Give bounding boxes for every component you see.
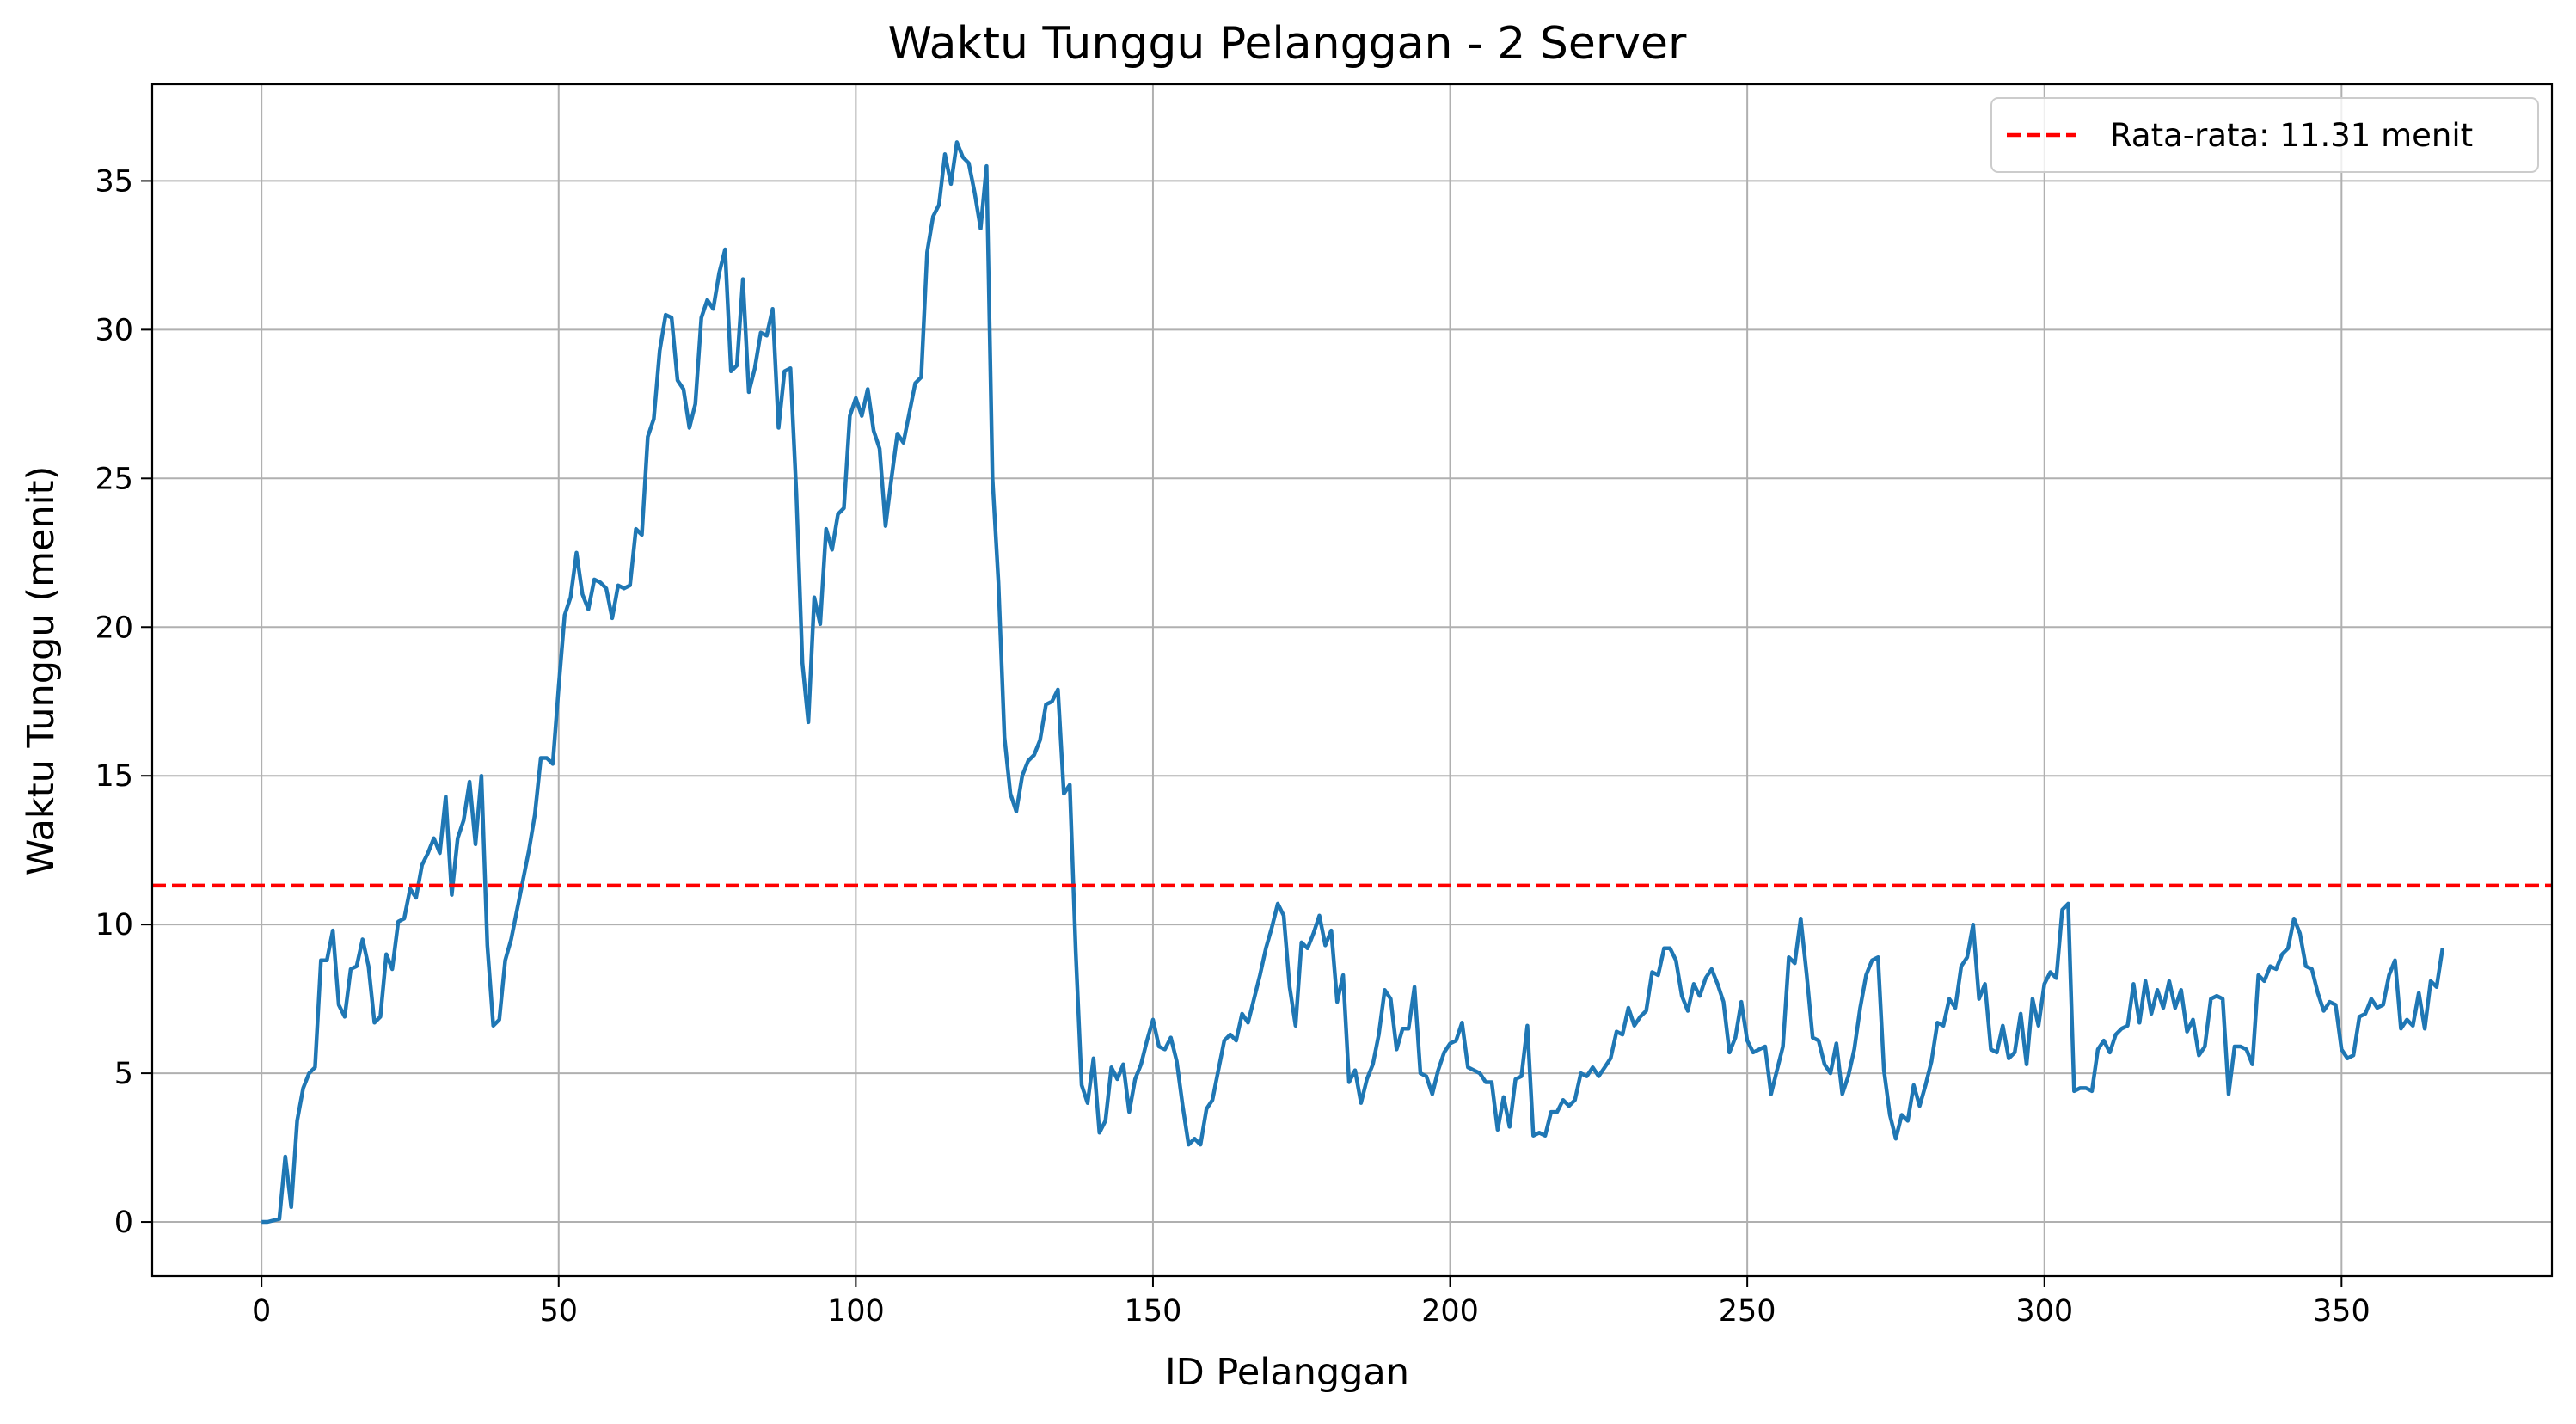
y-tick-label: 0 bbox=[114, 1206, 133, 1240]
y-tick-label: 30 bbox=[95, 313, 133, 347]
y-axis: 0 5 10 15 20 25 30 35 bbox=[95, 164, 152, 1240]
x-axis-label: ID Pelanggan bbox=[1165, 1351, 1409, 1394]
chart-title: Waktu Tunggu Pelanggan - 2 Server bbox=[888, 18, 1687, 70]
legend-box bbox=[1990, 97, 2539, 173]
legend: Rata-rata: 11.31 menit bbox=[1990, 97, 2539, 173]
x-tick-label: 300 bbox=[2015, 1294, 2073, 1329]
grid-lines bbox=[152, 84, 2552, 1276]
y-tick-label: 10 bbox=[95, 908, 133, 942]
series-line-wait-time bbox=[261, 140, 2445, 1225]
y-tick-label: 15 bbox=[95, 759, 133, 794]
x-axis: 0 50 100 150 200 250 300 350 bbox=[252, 1276, 2371, 1329]
y-tick-label: 20 bbox=[95, 611, 133, 645]
x-tick-label: 50 bbox=[539, 1294, 578, 1329]
x-tick-label: 0 bbox=[252, 1294, 271, 1329]
y-axis-label: Waktu Tunggu (menit) bbox=[20, 466, 63, 876]
y-tick-label: 5 bbox=[114, 1057, 133, 1091]
x-tick-label: 200 bbox=[1421, 1294, 1479, 1329]
y-tick-label: 25 bbox=[95, 462, 133, 496]
plot-frame bbox=[150, 83, 2554, 1278]
y-tick-label: 35 bbox=[95, 164, 133, 199]
x-tick-label: 150 bbox=[1125, 1294, 1182, 1329]
x-tick-label: 250 bbox=[1719, 1294, 1776, 1329]
series-lines bbox=[152, 140, 2552, 1225]
x-tick-label: 100 bbox=[827, 1294, 885, 1329]
x-tick-label: 350 bbox=[2313, 1294, 2371, 1329]
legend-label-mean: Rata-rata: 11.31 menit bbox=[2110, 117, 2473, 154]
